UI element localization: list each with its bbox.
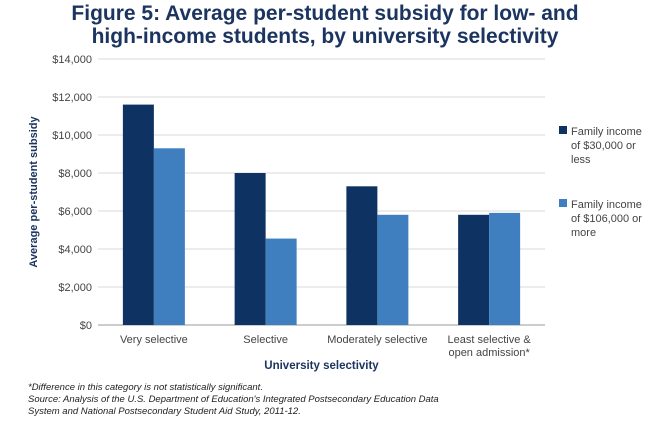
legend-swatch-series-1: [559, 126, 567, 134]
bar-series-1-category-2: [234, 173, 266, 325]
legend-label-series-1: of $30,000 or: [571, 140, 636, 152]
footnote-significance: *Difference in this category is not stat…: [28, 382, 263, 393]
y-tick-label: $12,000: [52, 92, 92, 104]
y-tick-label: $14,000: [52, 54, 92, 66]
source-note-line-2: System and National Postsecondary Studen…: [28, 406, 301, 417]
bar-series-2-category-3: [377, 214, 409, 325]
bar-series-2-category-4: [489, 212, 521, 325]
bar-series-1-category-4: [458, 214, 490, 325]
chart-title: Figure 5: Average per-student subsidy fo…: [0, 2, 650, 48]
chart-notes: *Difference in this category is not stat…: [28, 382, 628, 418]
x-tick-label: Very selective: [120, 334, 188, 346]
x-tick-label: Selective: [243, 334, 288, 346]
y-tick-label: $4,000: [58, 244, 92, 256]
chart-title-line-1: Figure 5: Average per-student subsidy fo…: [71, 2, 579, 25]
x-axis-title: University selectivity: [264, 360, 379, 372]
bar-series-2-category-1: [153, 148, 185, 325]
legend-label-series-2: more: [571, 227, 596, 239]
x-tick-label: Moderately selective: [327, 334, 427, 346]
y-tick-label: $0: [80, 320, 92, 332]
y-axis-title: Average per-student subsidy: [28, 116, 40, 268]
y-tick-label: $10,000: [52, 130, 92, 142]
legend-label-series-1: Family income: [571, 126, 642, 138]
chart-title-line-2: high-income students, by university sele…: [91, 25, 559, 48]
bar-series-1-category-1: [122, 104, 154, 325]
legend-label-series-2: Family income: [571, 199, 642, 211]
bar-series-1-category-3: [346, 186, 378, 325]
legend-label-series-2: of $106,000 or: [571, 213, 642, 225]
x-tick-label: open admission*: [448, 347, 530, 359]
source-note-line-1: Source: Analysis of the U.S. Department …: [28, 394, 439, 405]
y-tick-label: $2,000: [58, 282, 92, 294]
bar-series-2-category-2: [265, 238, 297, 325]
x-tick-label: Least selective &: [448, 334, 532, 346]
y-tick-label: $6,000: [58, 206, 92, 218]
legend-swatch-series-2: [559, 199, 567, 207]
y-tick-label: $8,000: [58, 168, 92, 180]
legend-label-series-1: less: [571, 154, 591, 166]
